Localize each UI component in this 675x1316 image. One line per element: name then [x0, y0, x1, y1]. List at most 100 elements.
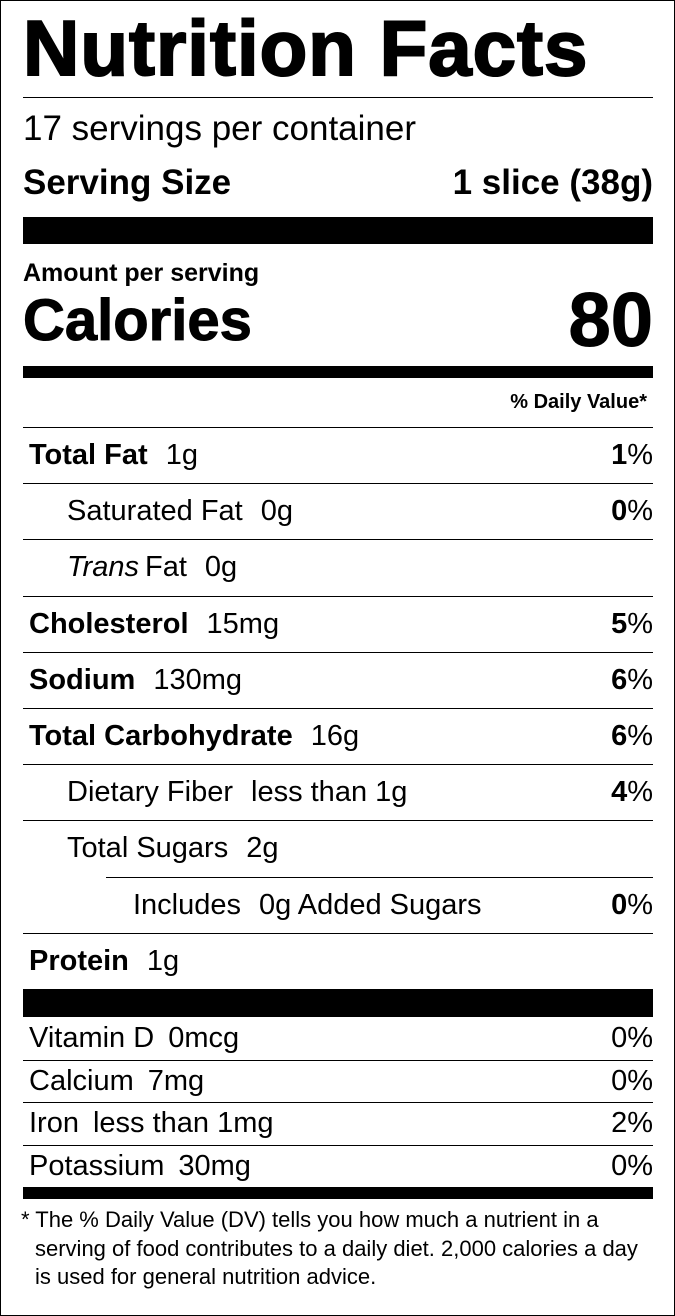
nutrient-row: Trans Fat 0g [23, 540, 653, 595]
nutrient-row: Total Fat 1g 1% [23, 428, 653, 483]
nutrient-row: Cholesterol 15mg 5% [23, 597, 653, 652]
vitamin-name: Iron [29, 1107, 79, 1140]
nutrient-row: Sodium 130mg 6% [23, 653, 653, 708]
servings: 17 servings per container [23, 109, 416, 148]
nutrient-name: Fat [144, 551, 187, 584]
nutrient-row: Includes 0g Added Sugars 0% [23, 878, 653, 933]
vitamin-row: Iron less than 1mg 2% [23, 1103, 653, 1145]
nutrient-row: Protein 1g [23, 934, 653, 989]
dv-symbol: % [627, 663, 653, 696]
vitamin-name: Vitamin D [29, 1022, 155, 1055]
dv-number: 0 [611, 495, 628, 528]
daily-value: 0% [611, 889, 653, 922]
nutrient-amount: 0g Added Sugars [259, 888, 482, 921]
nutrient-name-wrap: Total Fat [29, 439, 148, 472]
nutrient-name: Total Sugars [67, 832, 229, 865]
nutrient-name: Saturated Fat [67, 495, 243, 528]
daily-value: 6% [611, 720, 653, 753]
calories-value: 80 [568, 277, 654, 363]
nutrient-name-wrap: Saturated Fat [67, 495, 243, 528]
dv-number: 1 [611, 439, 628, 472]
vitamin-amount: less than 1mg [92, 1107, 274, 1140]
nutrient-name-wrap: Total Carbohydrate [29, 720, 293, 753]
row-divider [23, 708, 653, 709]
dv-symbol: % [627, 776, 653, 809]
nutrient-amount: 1g [165, 439, 198, 472]
nutrient-name: Protein [29, 944, 129, 977]
title: Nutrition Facts [22, 3, 589, 93]
footnote: * The % Daily Value (DV) tells you how m… [21, 1207, 638, 1289]
row-divider [106, 876, 653, 878]
nutrient-name-wrap: Dietary Fiber [67, 776, 233, 809]
serving-size-row: Serving Size 1 slice (38g) [23, 161, 653, 205]
nutrient-amount: 1g [146, 944, 180, 977]
dv-symbol: % [627, 888, 653, 921]
nutrient-name-italic: Trans [67, 551, 139, 584]
nutrient-amount: 130mg [153, 663, 243, 696]
serving-size-value: 1 slice (38g) [452, 163, 653, 202]
daily-value: 0% [611, 495, 653, 528]
thick-bar [23, 1187, 653, 1199]
calories-label: Calories [23, 287, 253, 353]
row-divider [23, 651, 653, 653]
nutrient-amount: 16g [310, 720, 360, 753]
row-divider [23, 820, 653, 822]
nutrient-name: Total Carbohydrate [29, 720, 293, 753]
thick-bar [23, 366, 653, 378]
vitamin-row: Potassium 30mg 0% [23, 1146, 653, 1188]
dv-symbol: % [627, 439, 653, 472]
vitamin-name: Potassium [29, 1149, 165, 1182]
row-divider [23, 1102, 653, 1103]
serving-size-label: Serving Size [23, 163, 232, 202]
vitamin-dv: 0% [611, 1149, 653, 1182]
row-divider [23, 483, 653, 485]
vitamin-row: Vitamin D 0mcg 0% [23, 1018, 653, 1060]
nutrient-name-wrap: Sodium [29, 664, 135, 697]
nutrient-name: Dietary Fiber [67, 776, 233, 809]
daily-value: 4% [611, 776, 653, 809]
nutrient-row: Saturated Fat 0g 0% [23, 484, 653, 539]
vitamin-amount: 30mg [178, 1149, 251, 1182]
dv-header: % Daily Value* [510, 391, 647, 413]
daily-value: 6% [611, 664, 653, 697]
dv-number: 6 [611, 663, 628, 696]
amount-per-serving: Amount per serving [23, 259, 260, 287]
dv-symbol: % [627, 495, 653, 528]
nutrient-name-wrap: Trans Fat [67, 551, 187, 584]
row-divider [23, 932, 653, 934]
nutrient-name: Cholesterol [29, 607, 189, 640]
nutrient-row: Total Carbohydrate 16g 6% [23, 709, 653, 764]
vitamin-dv: 2% [611, 1107, 653, 1140]
row-divider [23, 1144, 653, 1146]
nutrient-name-wrap: Includes [133, 889, 241, 922]
nutrient-name-wrap: Total Sugars [67, 832, 228, 865]
nutrient-row: Total Sugars 2g [23, 821, 653, 876]
nutrient-amount: 2g [246, 832, 279, 865]
row-divider [23, 595, 653, 597]
nutrient-name-wrap: Cholesterol [29, 608, 189, 641]
calories-row: Calories 80 [23, 277, 654, 363]
vitamin-dv: 0% [611, 1064, 653, 1097]
dv-symbol: % [627, 607, 653, 640]
vitamin-name: Calcium [29, 1064, 134, 1097]
daily-value: 5% [611, 608, 653, 641]
nutrient-amount: 0g [260, 495, 293, 528]
dv-number: 5 [611, 607, 628, 640]
row-divider [23, 764, 653, 766]
thick-bar [23, 989, 653, 1017]
dv-symbol: % [627, 720, 653, 753]
nutrient-amount: 0g [204, 551, 238, 584]
nutrient-name: Sodium [29, 663, 136, 696]
divider [23, 97, 653, 98]
nutrient-amount: 15mg [206, 607, 280, 640]
row-divider [23, 1059, 653, 1061]
dv-number: 6 [611, 720, 628, 753]
vitamin-amount: 0mcg [168, 1022, 240, 1055]
thick-bar [23, 217, 653, 244]
vitamin-dv: 0% [611, 1022, 653, 1055]
nutrient-name: Total Fat [29, 439, 148, 472]
vitamin-amount: 7mg [147, 1064, 205, 1097]
nutrient-name-wrap: Protein [29, 945, 129, 978]
nutrient-row: Dietary Fiber less than 1g 4% [23, 765, 653, 820]
